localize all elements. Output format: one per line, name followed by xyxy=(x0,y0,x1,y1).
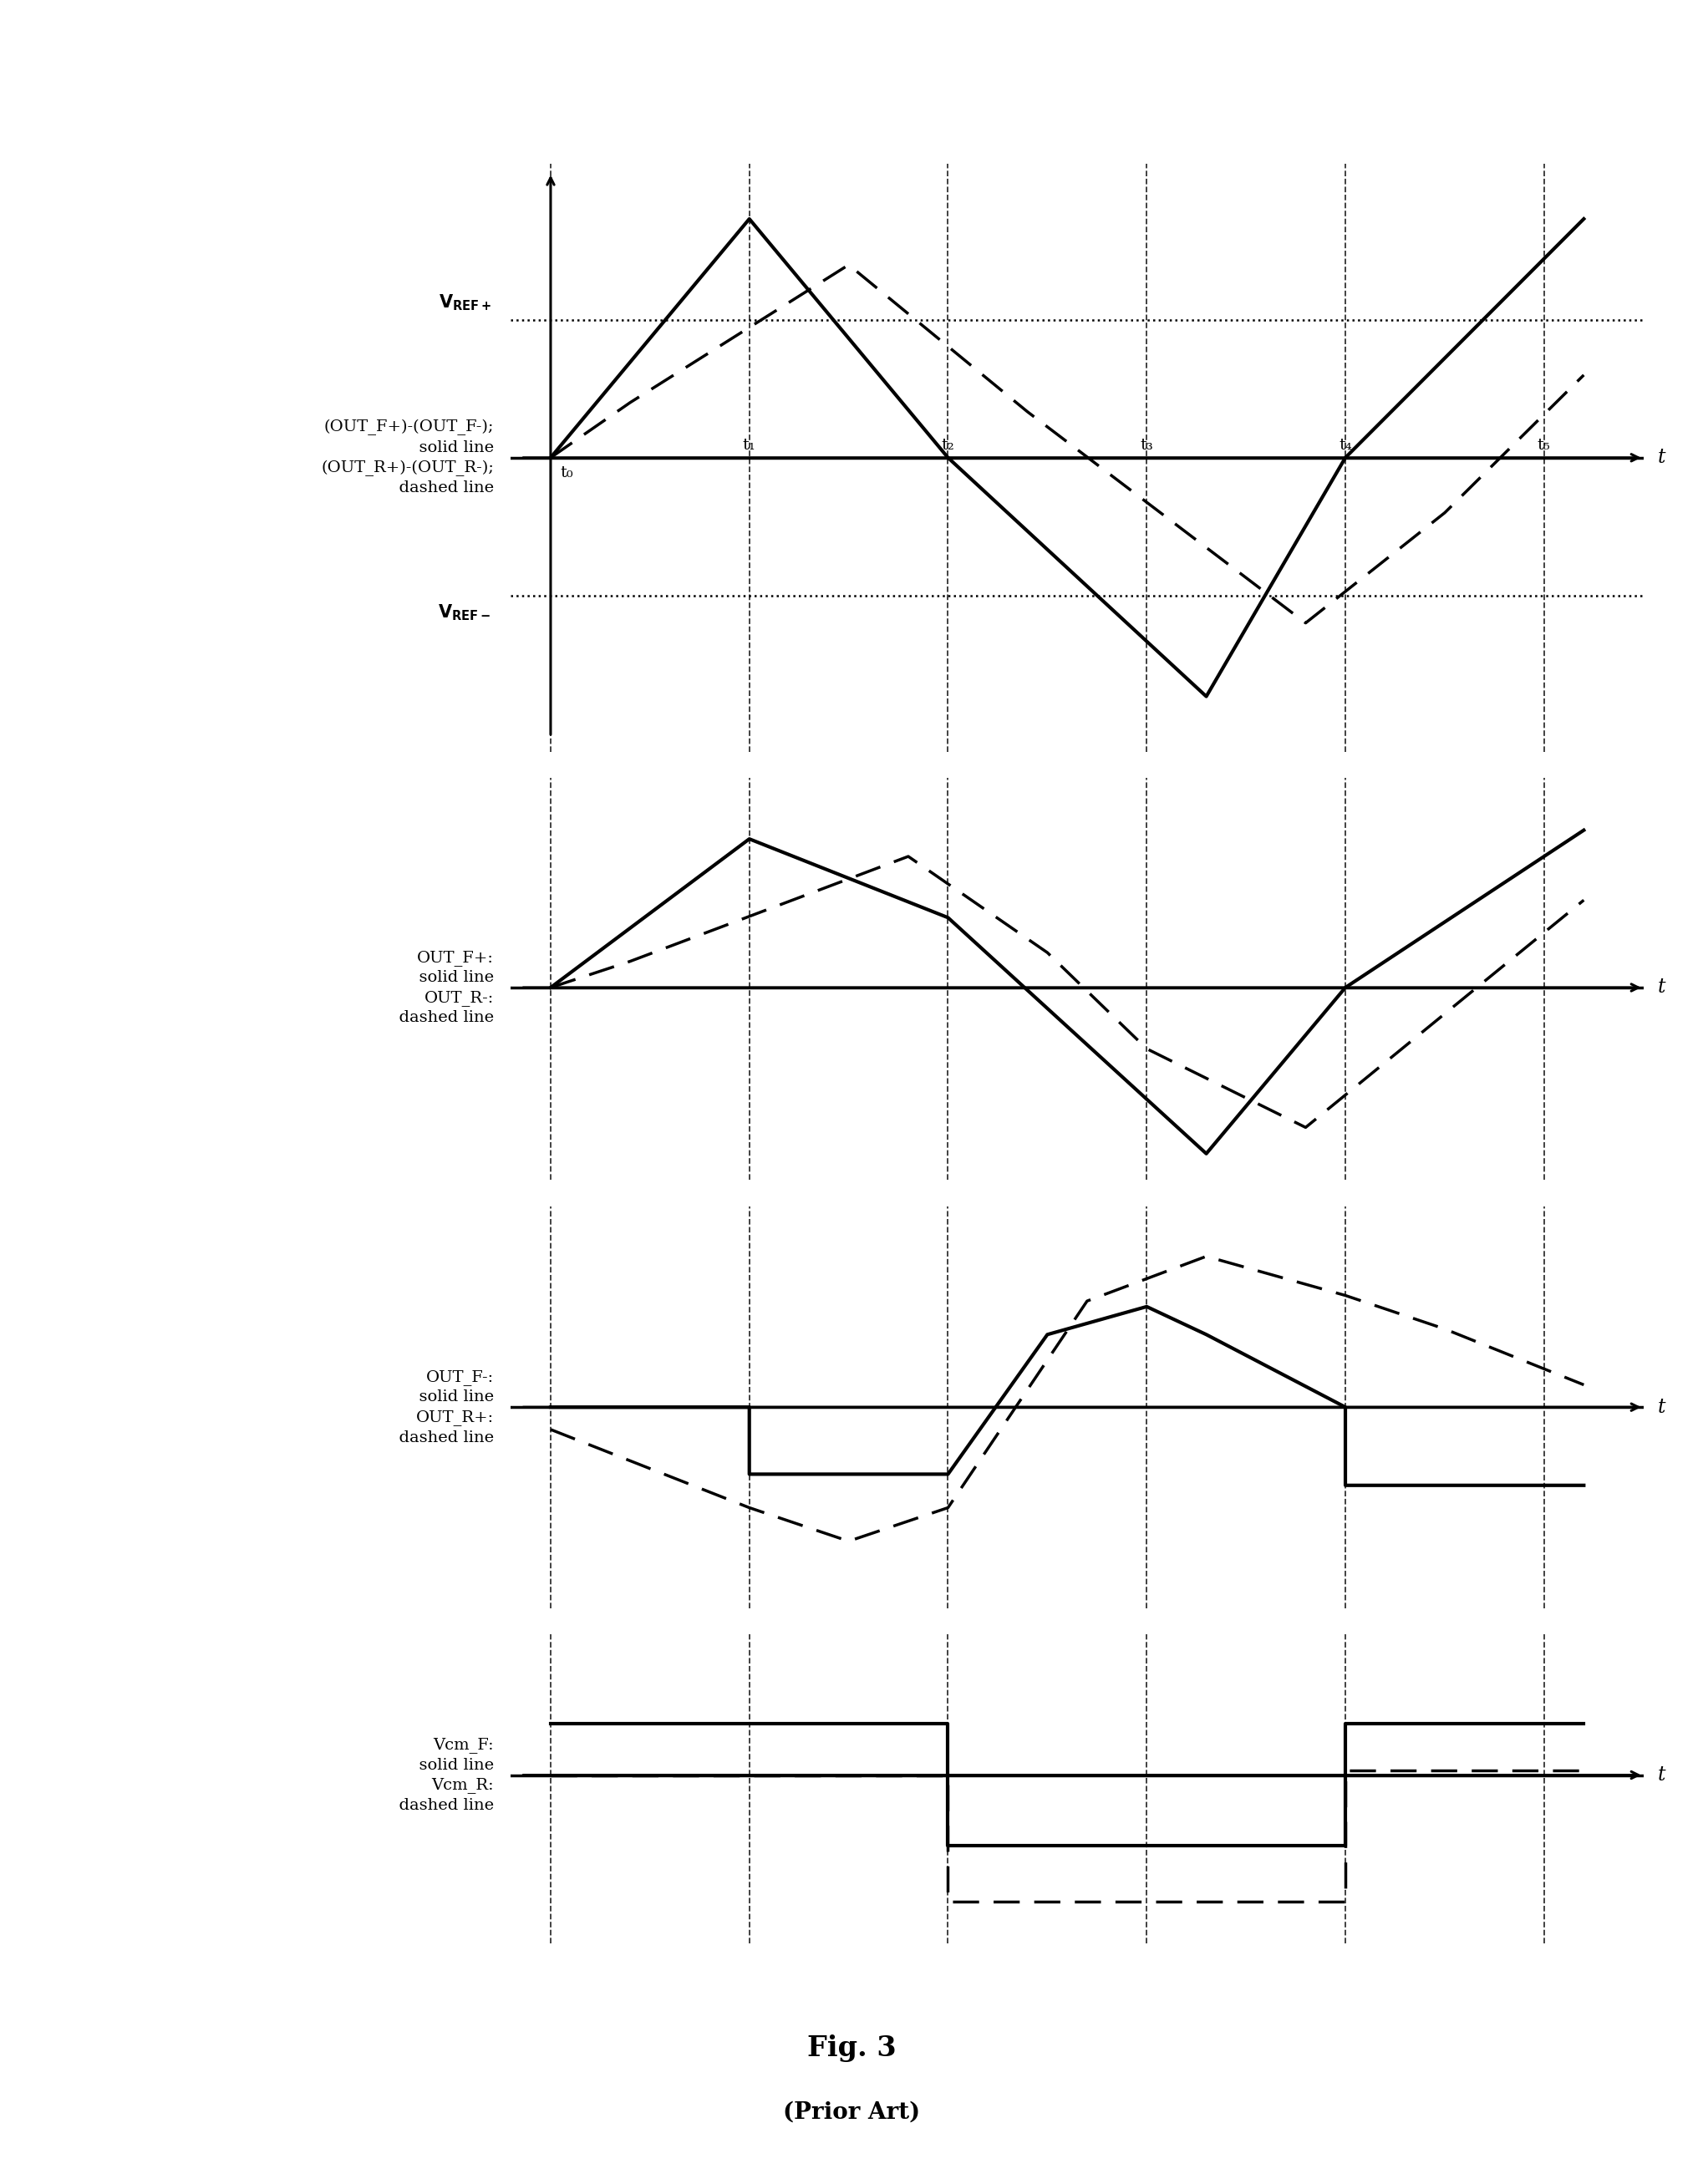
Text: Fig. 3: Fig. 3 xyxy=(807,2035,896,2062)
Text: t: t xyxy=(1657,1765,1666,1784)
Text: OUT_F+:
  solid line
OUT_R-:
  dashed line: OUT_F+: solid line OUT_R-: dashed line xyxy=(388,950,494,1026)
Text: t₅: t₅ xyxy=(1538,437,1551,452)
Text: (Prior Art): (Prior Art) xyxy=(783,2101,920,2123)
Text: OUT_F-:
  solid line
OUT_R+:
  dashed line: OUT_F-: solid line OUT_R+: dashed line xyxy=(388,1369,494,1446)
Text: t: t xyxy=(1657,978,1666,998)
Text: t₀: t₀ xyxy=(560,465,574,480)
Text: t₃: t₃ xyxy=(1139,437,1153,452)
Text: (OUT_F+)-(OUT_F-);
  solid line
(OUT_R+)-(OUT_R-);
  dashed line: (OUT_F+)-(OUT_F-); solid line (OUT_R+)-(… xyxy=(320,419,494,496)
Text: $\mathbf{V_{REF+}}$: $\mathbf{V_{REF+}}$ xyxy=(438,293,490,312)
Text: t₄: t₄ xyxy=(1339,437,1352,452)
Text: Vcm_F:
  solid line
Vcm_R:
  dashed line: Vcm_F: solid line Vcm_R: dashed line xyxy=(388,1736,494,1813)
Text: t: t xyxy=(1657,448,1666,467)
Text: t₁: t₁ xyxy=(743,437,756,452)
Text: t₂: t₂ xyxy=(942,437,955,452)
Text: t: t xyxy=(1657,1398,1666,1417)
Text: $\mathbf{V_{REF-}}$: $\mathbf{V_{REF-}}$ xyxy=(438,603,490,622)
